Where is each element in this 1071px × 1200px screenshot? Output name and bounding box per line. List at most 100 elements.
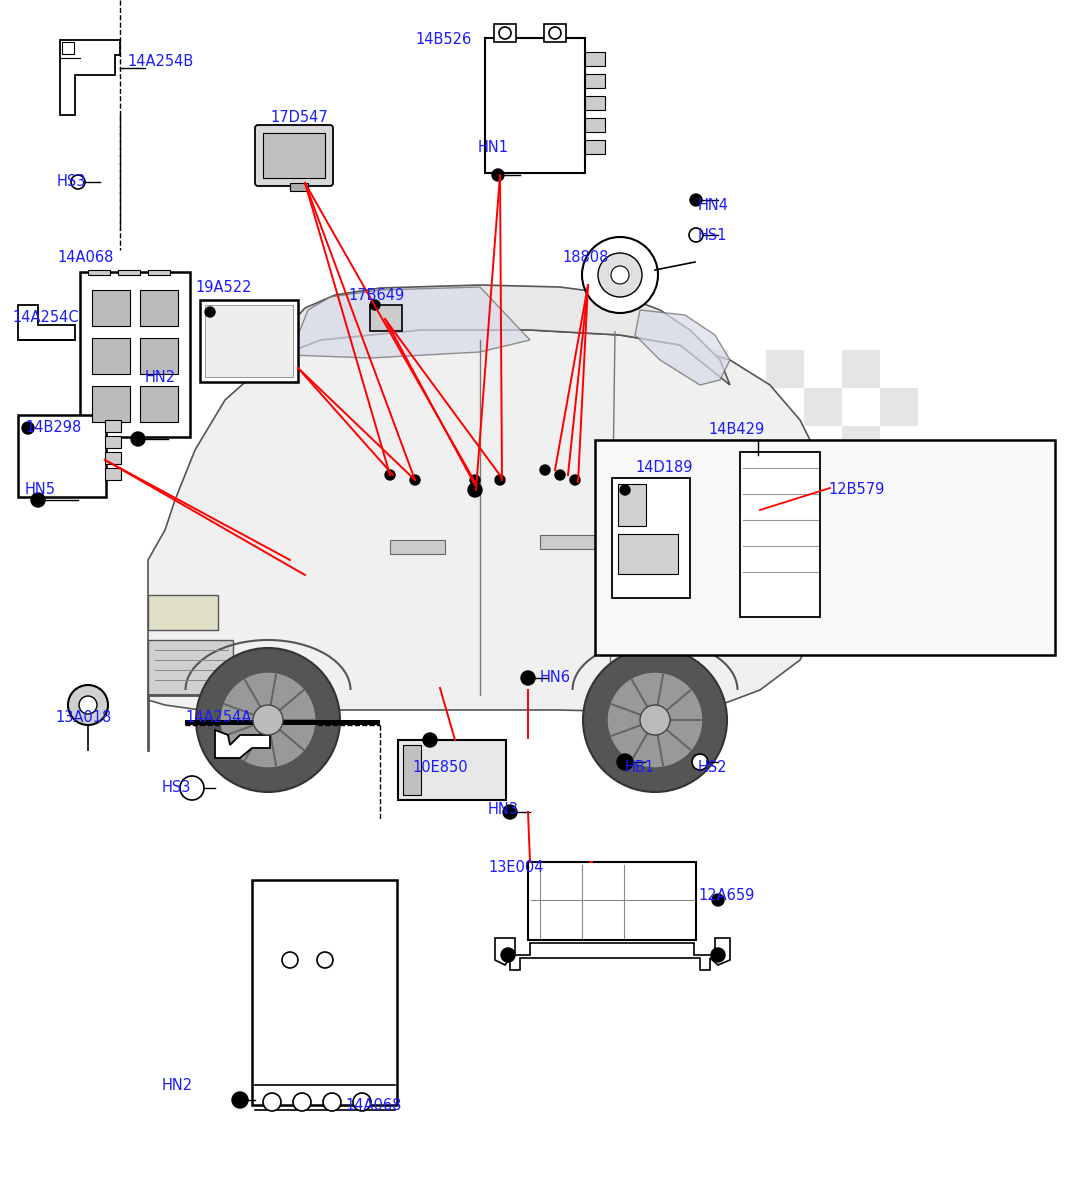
Bar	[105, 452, 121, 464]
Bar	[118, 270, 140, 275]
Bar	[403, 745, 421, 794]
Circle shape	[692, 754, 708, 770]
Text: HS2: HS2	[698, 761, 727, 775]
Circle shape	[205, 307, 215, 317]
Text: HS3: HS3	[162, 780, 192, 796]
Bar	[18, 415, 106, 497]
Circle shape	[499, 26, 511, 38]
Circle shape	[640, 704, 670, 734]
Bar	[494, 24, 516, 42]
Circle shape	[582, 236, 658, 313]
Circle shape	[282, 952, 298, 968]
Circle shape	[253, 704, 283, 734]
Text: 14A254A: 14A254A	[185, 710, 252, 726]
Bar	[766, 350, 804, 388]
Circle shape	[353, 1093, 371, 1111]
Circle shape	[67, 685, 108, 725]
Text: HN6: HN6	[540, 671, 571, 685]
Circle shape	[263, 1093, 281, 1111]
Circle shape	[492, 169, 504, 181]
Bar	[528, 862, 696, 940]
Circle shape	[71, 175, 85, 188]
Circle shape	[410, 475, 420, 485]
Polygon shape	[270, 284, 730, 385]
Circle shape	[617, 754, 633, 770]
Circle shape	[503, 805, 517, 818]
Text: 18808: 18808	[562, 251, 608, 265]
Bar	[842, 426, 880, 464]
Bar	[740, 452, 820, 617]
Bar	[842, 350, 880, 388]
Circle shape	[712, 894, 724, 906]
Bar	[595, 440, 1055, 655]
Bar	[88, 270, 110, 275]
Bar	[804, 464, 842, 502]
Bar	[618, 534, 678, 574]
Bar	[140, 290, 178, 326]
Bar	[148, 595, 218, 630]
Circle shape	[220, 672, 316, 768]
Bar	[612, 478, 690, 598]
Bar	[804, 388, 842, 426]
Bar	[790, 580, 825, 635]
Circle shape	[131, 432, 145, 446]
Text: HS1: HS1	[698, 228, 727, 242]
Text: 17D547: 17D547	[270, 110, 328, 126]
Circle shape	[620, 485, 630, 494]
Circle shape	[317, 952, 333, 968]
Text: HN4: HN4	[698, 198, 729, 212]
Polygon shape	[290, 287, 530, 358]
Bar	[585, 140, 605, 154]
Text: 14B298: 14B298	[25, 420, 81, 436]
Bar	[252, 880, 397, 1105]
Bar	[585, 118, 605, 132]
Circle shape	[610, 266, 629, 284]
Bar	[728, 388, 766, 426]
Circle shape	[470, 475, 480, 485]
Circle shape	[540, 464, 550, 475]
Text: HN2: HN2	[145, 371, 176, 385]
Bar	[690, 350, 728, 388]
Bar	[92, 290, 130, 326]
Circle shape	[323, 1093, 341, 1111]
Text: 14B526: 14B526	[414, 32, 471, 48]
Text: HS3: HS3	[57, 174, 87, 190]
Bar	[690, 502, 728, 540]
Text: 14D189: 14D189	[635, 461, 693, 475]
Bar	[105, 468, 121, 480]
Circle shape	[555, 470, 565, 480]
Text: HN3: HN3	[488, 803, 518, 817]
Bar	[690, 426, 728, 464]
Bar	[804, 540, 842, 578]
Bar	[148, 270, 170, 275]
Circle shape	[232, 1092, 248, 1108]
Bar	[766, 426, 804, 464]
Bar	[544, 24, 565, 42]
Bar	[62, 42, 74, 54]
Bar	[369, 305, 402, 331]
Text: 14A068: 14A068	[57, 251, 114, 265]
Circle shape	[22, 422, 34, 434]
Bar	[842, 502, 880, 540]
Circle shape	[495, 475, 506, 485]
Circle shape	[689, 228, 703, 242]
Bar	[585, 52, 605, 66]
Circle shape	[468, 482, 482, 497]
Circle shape	[501, 948, 515, 962]
Bar	[485, 38, 585, 173]
Polygon shape	[18, 305, 75, 340]
Text: scuderia: scuderia	[203, 484, 657, 576]
Circle shape	[423, 733, 437, 746]
Circle shape	[196, 648, 340, 792]
Text: 13E004: 13E004	[488, 860, 543, 876]
Bar	[290, 182, 308, 191]
Bar	[880, 464, 918, 502]
Circle shape	[549, 26, 561, 38]
Text: 14A254C: 14A254C	[12, 311, 78, 325]
Circle shape	[598, 253, 642, 296]
Bar	[92, 386, 130, 422]
Circle shape	[583, 648, 727, 792]
Text: 14B429: 14B429	[708, 422, 765, 438]
Bar	[185, 720, 380, 725]
Text: 19A522: 19A522	[195, 281, 252, 295]
